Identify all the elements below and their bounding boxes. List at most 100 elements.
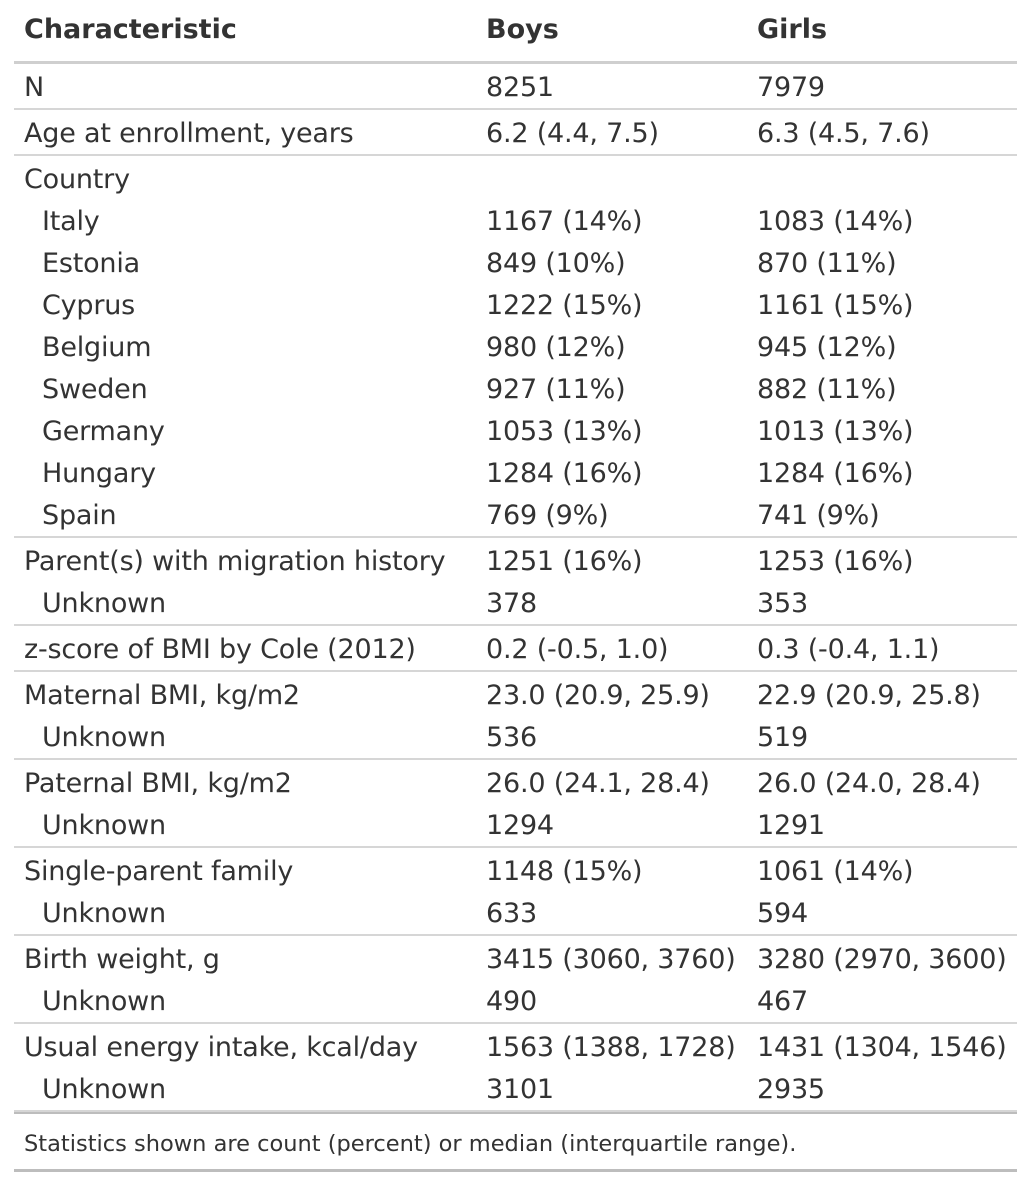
cell-boys: 3101 <box>486 1074 554 1105</box>
table-row: Paternal BMI, kg/m2 26.0 (24.1, 28.4) 26.0… <box>14 762 1017 804</box>
cell-girls: 1013 (13%) <box>757 416 914 447</box>
cell-girls: 1253 (16%) <box>757 546 914 577</box>
cell-girls: 1431 (1304, 1546) <box>757 1032 1007 1063</box>
cell-girls: 945 (12%) <box>757 332 897 363</box>
cell-boys: 536 <box>486 722 537 753</box>
cell-characteristic: Birth weight, g <box>24 944 220 975</box>
table-body: N 8251 7979 Age at enrollment, years 6.2 (4.… <box>14 64 1017 1112</box>
row-group: Paternal BMI, kg/m2 26.0 (24.1, 28.4) 26.0… <box>14 760 1017 848</box>
cell-characteristic: Unknown <box>42 898 166 929</box>
cell-characteristic: z-score of BMI by Cole (2012) <box>24 634 416 665</box>
cell-characteristic: Country <box>24 164 130 195</box>
cell-girls: 870 (11%) <box>757 248 897 279</box>
cell-boys: 1294 <box>486 810 554 841</box>
cell-girls: 882 (11%) <box>757 374 897 405</box>
cell-boys: 6.2 (4.4, 7.5) <box>486 118 659 149</box>
table-row: Unknown 1294 1291 <box>14 804 1017 846</box>
table-row: Age at enrollment, years 6.2 (4.4, 7.5) 6.… <box>14 112 1017 154</box>
cell-characteristic: Spain <box>42 500 117 531</box>
cell-girls: 2935 <box>757 1074 825 1105</box>
cell-boys: 1284 (16%) <box>486 458 643 489</box>
header-characteristic: Characteristic <box>24 14 237 45</box>
table-row: Birth weight, g 3415 (3060, 3760) 3280 (29… <box>14 938 1017 980</box>
cell-characteristic: Unknown <box>42 722 166 753</box>
cell-girls: 353 <box>757 588 808 619</box>
summary-table: Characteristic Boys Girls N 8251 7979 Age a… <box>14 0 1017 1172</box>
cell-characteristic: Age at enrollment, years <box>24 118 354 149</box>
row-group: z-score of BMI by Cole (2012) 0.2 (-0.5, … <box>14 626 1017 672</box>
cell-characteristic: Unknown <box>42 986 166 1017</box>
cell-boys: 1251 (16%) <box>486 546 643 577</box>
cell-girls: 1284 (16%) <box>757 458 914 489</box>
row-group: Parent(s) with migration history 1251 (16… <box>14 538 1017 626</box>
cell-characteristic: Belgium <box>42 332 152 363</box>
cell-boys: 849 (10%) <box>486 248 626 279</box>
cell-boys: 26.0 (24.1, 28.4) <box>486 768 710 799</box>
cell-boys: 980 (12%) <box>486 332 626 363</box>
cell-girls: 1161 (15%) <box>757 290 914 321</box>
table-row: Estonia 849 (10%) 870 (11%) <box>14 242 1017 284</box>
cell-characteristic: Germany <box>42 416 165 447</box>
cell-characteristic: Maternal BMI, kg/m2 <box>24 680 300 711</box>
cell-girls: 0.3 (-0.4, 1.1) <box>757 634 940 665</box>
table-row: Country <box>14 158 1017 200</box>
cell-girls: 467 <box>757 986 808 1017</box>
cell-boys: 3415 (3060, 3760) <box>486 944 736 975</box>
table-row: Germany 1053 (13%) 1013 (13%) <box>14 410 1017 452</box>
cell-girls: 7979 <box>757 72 825 103</box>
cell-boys: 490 <box>486 986 537 1017</box>
table-row: Usual energy intake, kcal/day 1563 (1388,… <box>14 1026 1017 1068</box>
cell-boys: 633 <box>486 898 537 929</box>
cell-characteristic: Unknown <box>42 588 166 619</box>
table-row: Single-parent family 1148 (15%) 1061 (14%) <box>14 850 1017 892</box>
row-group: Country Italy 1167 (14%) 1083 (14%) Estonia 8… <box>14 156 1017 538</box>
cell-characteristic: Paternal BMI, kg/m2 <box>24 768 292 799</box>
cell-boys: 8251 <box>486 72 554 103</box>
cell-characteristic: Cyprus <box>42 290 136 321</box>
table-row: Unknown 490 467 <box>14 980 1017 1022</box>
cell-girls: 1083 (14%) <box>757 206 914 237</box>
cell-girls: 594 <box>757 898 808 929</box>
row-group: Maternal BMI, kg/m2 23.0 (20.9, 25.9) 22.9… <box>14 672 1017 760</box>
cell-characteristic: Parent(s) with migration history <box>24 546 446 577</box>
table-row: N 8251 7979 <box>14 66 1017 108</box>
cell-boys: 378 <box>486 588 537 619</box>
cell-characteristic: Usual energy intake, kcal/day <box>24 1032 418 1063</box>
cell-boys: 1222 (15%) <box>486 290 643 321</box>
cell-boys: 1148 (15%) <box>486 856 643 887</box>
cell-girls: 22.9 (20.9, 25.8) <box>757 680 981 711</box>
cell-girls: 519 <box>757 722 808 753</box>
table-row: Unknown 378 353 <box>14 582 1017 624</box>
cell-boys: 1053 (13%) <box>486 416 643 447</box>
row-group: Single-parent family 1148 (15%) 1061 (14%)… <box>14 848 1017 936</box>
cell-characteristic: Estonia <box>42 248 140 279</box>
cell-characteristic: Unknown <box>42 810 166 841</box>
cell-boys: 1563 (1388, 1728) <box>486 1032 736 1063</box>
table-row: Unknown 633 594 <box>14 892 1017 934</box>
cell-girls: 1291 <box>757 810 825 841</box>
cell-characteristic: Unknown <box>42 1074 166 1105</box>
table-row: Belgium 980 (12%) 945 (12%) <box>14 326 1017 368</box>
table-row: Hungary 1284 (16%) 1284 (16%) <box>14 452 1017 494</box>
cell-boys: 0.2 (-0.5, 1.0) <box>486 634 669 665</box>
cell-characteristic: Italy <box>42 206 100 237</box>
table-header: Characteristic Boys Girls <box>14 0 1017 64</box>
cell-girls: 6.3 (4.5, 7.6) <box>757 118 930 149</box>
table-row: Unknown 536 519 <box>14 716 1017 758</box>
cell-characteristic: Sweden <box>42 374 148 405</box>
cell-boys: 1167 (14%) <box>486 206 643 237</box>
table-footnote: Statistics shown are count (percent) or … <box>14 1112 1017 1172</box>
header-girls: Girls <box>757 14 828 45</box>
cell-girls: 26.0 (24.0, 28.4) <box>757 768 981 799</box>
cell-boys: 927 (11%) <box>486 374 626 405</box>
table-row: Parent(s) with migration history 1251 (16… <box>14 540 1017 582</box>
row-group: Usual energy intake, kcal/day 1563 (1388,… <box>14 1024 1017 1112</box>
row-group: Age at enrollment, years 6.2 (4.4, 7.5) 6.… <box>14 110 1017 156</box>
cell-characteristic: Single-parent family <box>24 856 294 887</box>
cell-girls: 741 (9%) <box>757 500 880 531</box>
table-row: Cyprus 1222 (15%) 1161 (15%) <box>14 284 1017 326</box>
table-row: Sweden 927 (11%) 882 (11%) <box>14 368 1017 410</box>
cell-girls: 1061 (14%) <box>757 856 914 887</box>
cell-boys: 23.0 (20.9, 25.9) <box>486 680 710 711</box>
cell-girls: 3280 (2970, 3600) <box>757 944 1007 975</box>
